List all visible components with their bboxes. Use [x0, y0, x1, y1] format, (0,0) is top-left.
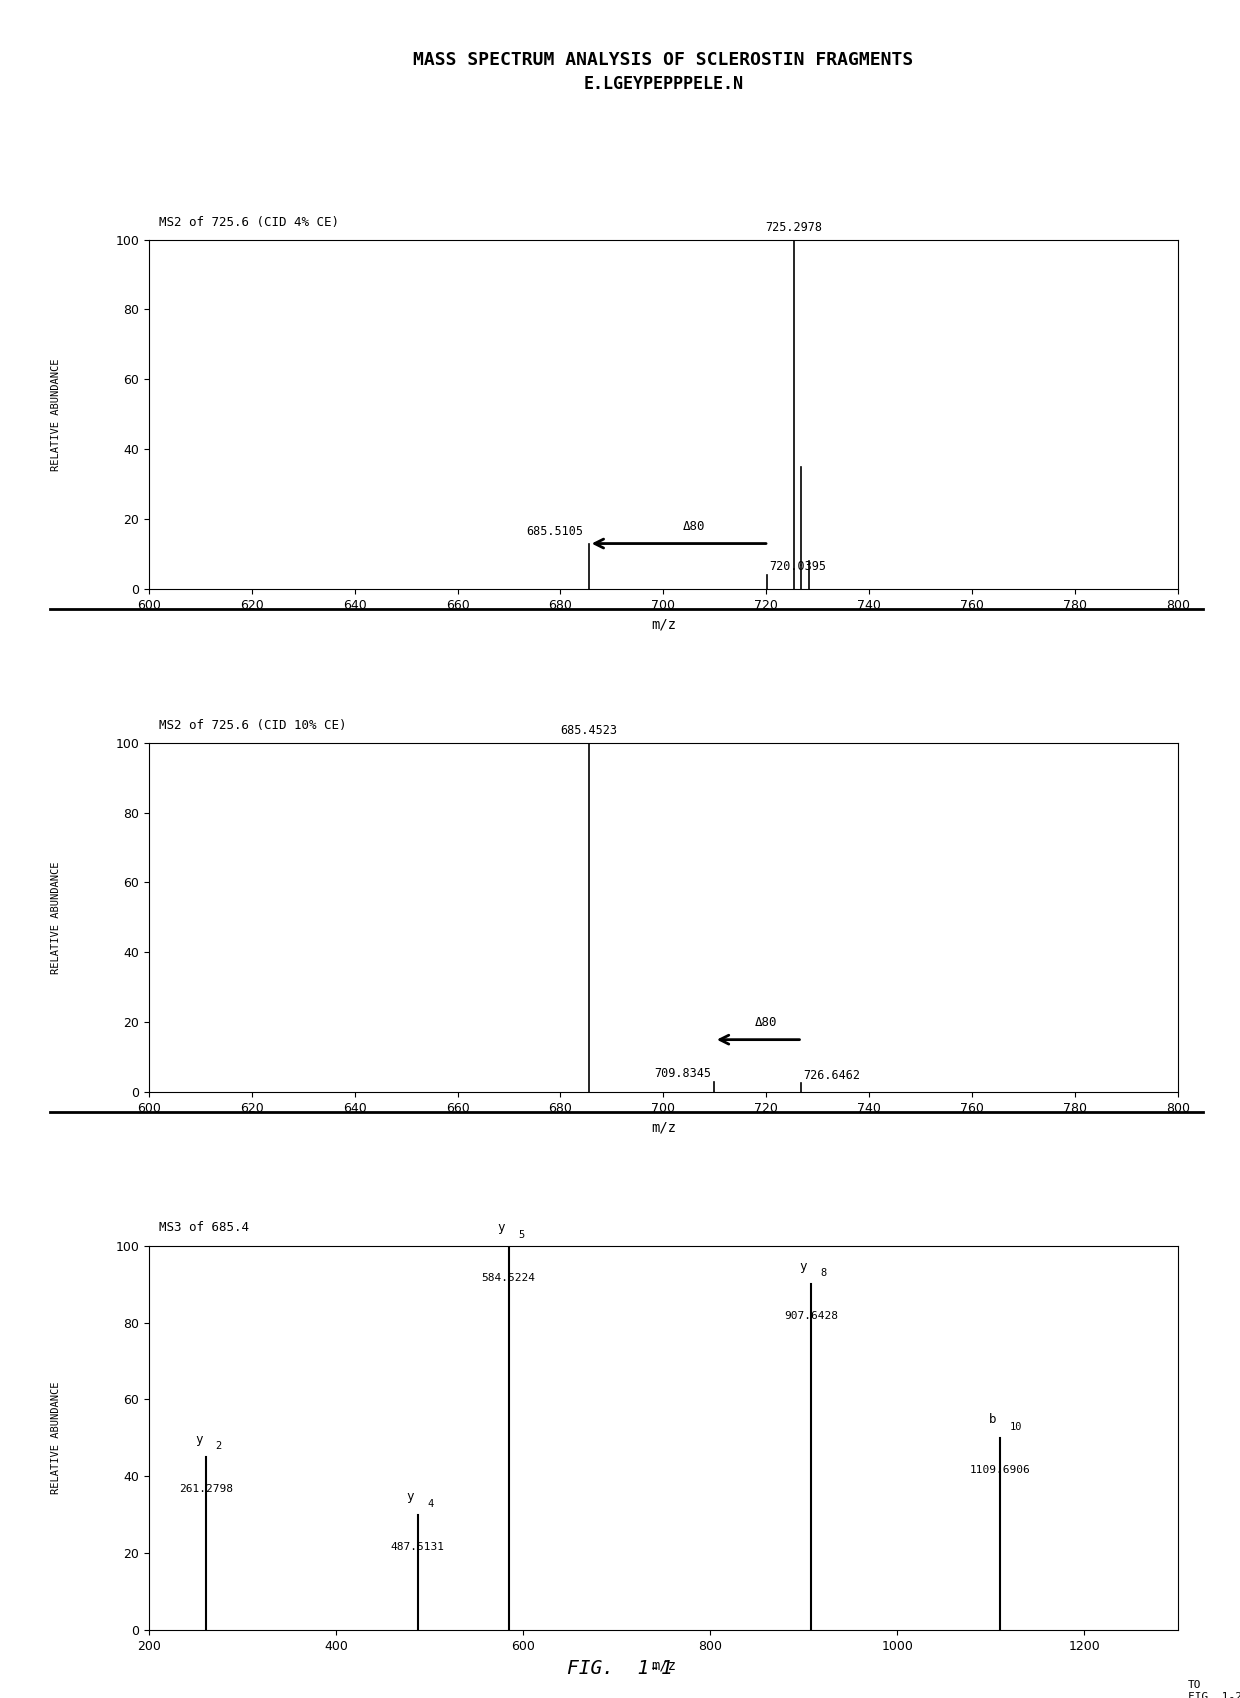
Text: 725.2978: 725.2978 [765, 221, 822, 234]
Text: 5: 5 [518, 1229, 525, 1240]
Text: 487.5131: 487.5131 [391, 1542, 445, 1552]
Text: 1109.6906: 1109.6906 [970, 1465, 1030, 1476]
Text: 261.2798: 261.2798 [179, 1484, 233, 1494]
Text: y: y [800, 1260, 807, 1274]
Text: Δ80: Δ80 [755, 1015, 777, 1029]
Text: 907.6428: 907.6428 [784, 1311, 838, 1321]
Text: FIG.  1-1: FIG. 1-1 [567, 1659, 673, 1678]
X-axis label: m/z: m/z [651, 618, 676, 632]
Text: 10: 10 [1009, 1423, 1022, 1431]
Text: y: y [195, 1433, 202, 1445]
Text: 2: 2 [216, 1442, 222, 1452]
Y-axis label: RELATIVE ABUNDANCE: RELATIVE ABUNDANCE [51, 861, 61, 973]
Text: 8: 8 [820, 1268, 827, 1279]
Y-axis label: RELATIVE ABUNDANCE: RELATIVE ABUNDANCE [51, 358, 61, 470]
Text: E.LGEYPEPPPELE.N: E.LGEYPEPPPELE.N [583, 75, 744, 93]
Y-axis label: RELATIVE ABUNDANCE: RELATIVE ABUNDANCE [51, 1382, 61, 1494]
X-axis label: m/z: m/z [651, 1659, 676, 1673]
Text: 726.6462: 726.6462 [804, 1068, 861, 1082]
Text: 4: 4 [427, 1499, 434, 1510]
Text: Δ80: Δ80 [683, 520, 706, 533]
Text: y: y [407, 1491, 414, 1503]
Text: b: b [988, 1413, 996, 1426]
Text: MS3 of 685.4: MS3 of 685.4 [159, 1221, 249, 1234]
Text: 685.4523: 685.4523 [560, 725, 618, 737]
Text: 584.5224: 584.5224 [481, 1274, 536, 1282]
Text: MS2 of 725.6 (CID 10% CE): MS2 of 725.6 (CID 10% CE) [159, 720, 347, 732]
Text: 720.0395: 720.0395 [769, 560, 826, 574]
Text: 685.5105: 685.5105 [527, 525, 584, 538]
Text: MS2 of 725.6 (CID 4% CE): MS2 of 725.6 (CID 4% CE) [159, 216, 339, 229]
Text: TO
FIG. 1-2→: TO FIG. 1-2→ [1188, 1679, 1240, 1698]
Text: y: y [497, 1221, 505, 1234]
X-axis label: m/z: m/z [651, 1121, 676, 1134]
Text: 709.8345: 709.8345 [655, 1066, 712, 1080]
Text: MASS SPECTRUM ANALYSIS OF SCLEROSTIN FRAGMENTS: MASS SPECTRUM ANALYSIS OF SCLEROSTIN FRA… [413, 51, 914, 70]
